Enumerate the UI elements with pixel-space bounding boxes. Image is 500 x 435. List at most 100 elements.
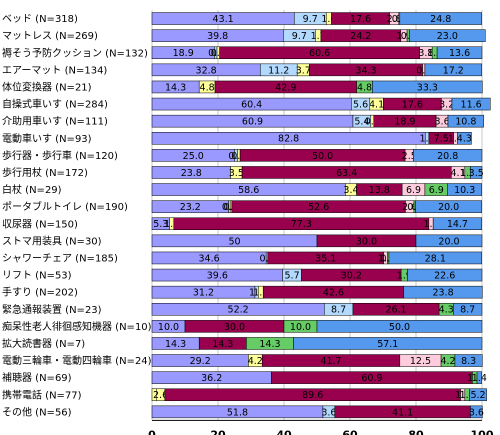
data-label: 42.9	[275, 82, 296, 93]
data-label: 0.5	[222, 202, 237, 213]
data-label: 1.7	[311, 31, 326, 42]
category-label: ストマ用装具 (N=30)	[2, 234, 102, 247]
data-label: 1.5	[253, 288, 268, 299]
data-label: 10.0	[158, 322, 179, 333]
data-label: 33.3	[417, 82, 438, 93]
data-label: 39.6	[207, 270, 228, 281]
data-label: 25.0	[183, 151, 204, 162]
bar-segment	[470, 405, 483, 419]
bar-segment	[476, 371, 482, 384]
data-label: 0.5	[223, 202, 238, 213]
data-label: 11.2	[268, 65, 289, 76]
data-label: 4.3	[457, 134, 472, 145]
data-label: 14.7	[447, 219, 468, 230]
data-label: 14.3	[165, 82, 186, 93]
data-label: 28.1	[425, 253, 446, 264]
bar-segment	[413, 149, 483, 162]
data-label: 4.3	[439, 305, 454, 316]
category-label: 携帯電話 (N=77)	[2, 388, 82, 401]
x-tick-label: 60	[342, 428, 358, 435]
data-label: 30.0	[356, 236, 377, 247]
data-label: 23.8	[181, 168, 202, 179]
data-label: 3.5	[229, 168, 244, 179]
data-label: 2.5	[402, 151, 417, 162]
data-label: 3.7	[296, 65, 311, 76]
data-label: 50	[228, 236, 240, 247]
data-label: 4.2	[248, 356, 263, 367]
category-label: 褥そう予防クッション (N=132)	[2, 46, 148, 59]
data-label: 1.4	[460, 390, 475, 401]
data-label: 0.9	[365, 117, 380, 128]
data-label: 17.6	[350, 14, 371, 25]
data-label: 50.0	[389, 322, 410, 333]
category-label: エアーマット (N=134)	[2, 65, 107, 76]
data-label: 2.8	[387, 14, 402, 25]
data-label: 5.2	[470, 390, 485, 401]
data-label: 20.8	[437, 151, 458, 162]
x-tick-label: 20	[210, 428, 226, 435]
data-label: 0.7	[416, 65, 431, 76]
data-label: 60.9	[242, 117, 263, 128]
bar-segment	[453, 303, 483, 316]
data-label: 4.1	[451, 168, 466, 179]
bar-segment	[451, 97, 491, 111]
data-label: 3.6	[435, 117, 450, 128]
data-label: 5.6	[353, 99, 368, 110]
data-label: 3.2	[439, 99, 454, 110]
data-label: 1.0	[249, 288, 264, 299]
bar-segment	[424, 63, 482, 77]
data-label: 5.3	[153, 219, 168, 230]
x-tick-label: 100	[471, 428, 494, 435]
bar-segment	[372, 80, 483, 94]
data-label: 9.7	[292, 31, 307, 42]
category-label: 痴呆性老人徘徊感知機器 (N=10)	[2, 320, 152, 333]
data-label: 14.3	[165, 339, 186, 350]
data-label: 8.3	[461, 356, 476, 367]
bar-segment	[316, 320, 483, 333]
bar-segment	[436, 46, 483, 59]
bar-segment	[388, 251, 482, 265]
data-label: 6.9	[429, 185, 444, 196]
data-label: 0.5	[407, 202, 422, 213]
bar-segment	[457, 132, 472, 145]
x-tick-label: 80	[408, 428, 424, 435]
data-label: 23.8	[432, 288, 453, 299]
data-label: 1.3	[164, 219, 179, 230]
category-label: 緊急通報装置 (N=23)	[2, 303, 102, 316]
bar-segment	[409, 29, 486, 42]
category-label: 電動三輪車・電動四輪車 (N=24)	[2, 354, 152, 367]
category-label: 拡大読書器 (N=7)	[2, 337, 85, 350]
data-label: 63.4	[336, 168, 357, 179]
data-label: 36.2	[201, 373, 222, 384]
data-label: 0.8	[231, 151, 246, 162]
data-label: 43.1	[213, 14, 234, 25]
data-label: 52.6	[308, 202, 329, 213]
data-label: 14.3	[212, 339, 233, 350]
data-label: 4.8	[200, 82, 215, 93]
bar-segment	[454, 354, 483, 367]
category-label: 収尿器 (N=150)	[2, 218, 78, 230]
data-label: 22.6	[434, 270, 455, 281]
data-label: 10.0	[290, 322, 311, 333]
data-label: 35.1	[315, 253, 336, 264]
bar-segment	[469, 388, 487, 401]
data-label: 26.1	[385, 305, 406, 316]
data-label: 17.2	[443, 65, 464, 76]
data-label: 0.9	[228, 151, 243, 162]
data-label: 18.9	[173, 48, 194, 59]
data-label: 0.8	[208, 48, 223, 59]
data-label: 4.1	[369, 99, 384, 110]
bar-segment	[447, 183, 482, 196]
data-label: 8.7	[460, 305, 475, 316]
category-label: 手すり (N=202)	[2, 286, 78, 299]
data-label: 3.4	[343, 185, 358, 196]
data-label: 1.4	[467, 373, 482, 384]
bar-segment	[415, 200, 482, 213]
data-label: 42.6	[323, 288, 344, 299]
bar-segment	[399, 12, 482, 25]
bar-segment	[470, 166, 483, 179]
data-label: 2.6	[402, 202, 417, 213]
category-label: 歩行器・歩行車 (N=120)	[2, 149, 118, 162]
data-label: 4.8	[357, 82, 372, 93]
x-tick-label: 0	[148, 428, 156, 435]
